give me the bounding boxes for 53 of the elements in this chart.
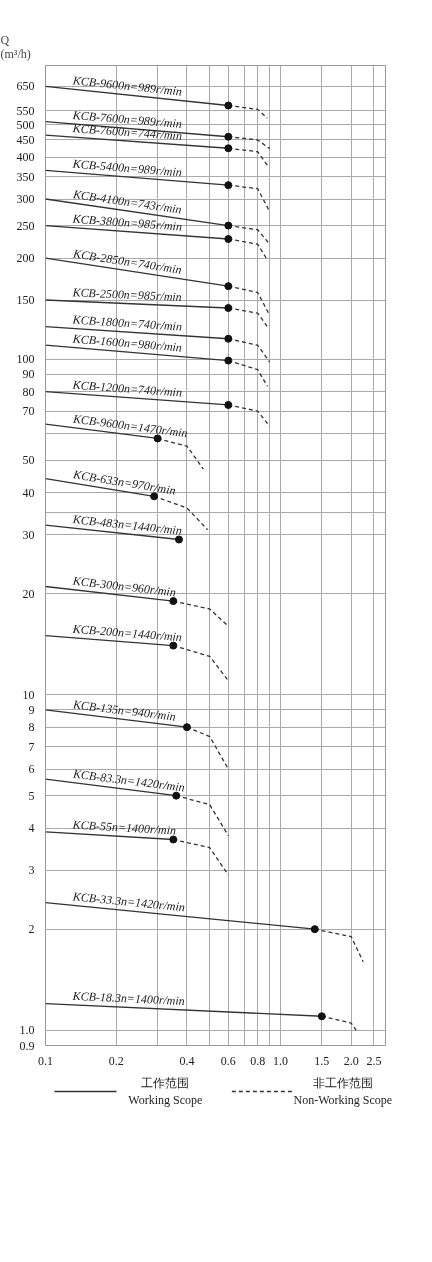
y-tick-label: 70 xyxy=(22,404,35,419)
y-tick-label: 50 xyxy=(22,453,35,468)
y-tick-label: 2 xyxy=(28,922,35,937)
y-tick-label: 9 xyxy=(28,702,35,717)
x-tick-label: 0.2 xyxy=(108,1053,124,1068)
y-tick-label: 6 xyxy=(28,762,35,777)
y-axis-title: Q (m³/h) xyxy=(0,32,31,61)
y-tick-label: 30 xyxy=(22,527,35,542)
text: KCB-9600n=989r/min xyxy=(71,73,183,99)
y-tick-label: 500 xyxy=(16,117,35,132)
y-tick-label: 3 xyxy=(28,863,35,878)
x-tick-label: 0.8 xyxy=(250,1053,266,1068)
series-label: KCB-2500n=985r/min xyxy=(71,285,183,304)
y-tick-label: 650 xyxy=(16,79,35,94)
y-tick-label: 4 xyxy=(28,821,35,836)
y-tick-label: 350 xyxy=(16,169,35,184)
text: KCB-33.3n=1420r/min xyxy=(71,889,186,915)
y-tick-label: 200 xyxy=(16,251,35,266)
y-tick-label: 0.9 xyxy=(19,1038,35,1053)
y-tick-label: 400 xyxy=(16,150,35,165)
series-label: KCB-1200n=740r/min xyxy=(71,377,183,400)
x-tick-label: 1.5 xyxy=(314,1053,330,1068)
y-tick-label: 80 xyxy=(22,384,35,399)
y-tick-label: 250 xyxy=(16,218,35,233)
text: KCB-300n=960r/min xyxy=(71,573,177,600)
text: 非工作范围 Non-Working Scope xyxy=(293,1076,393,1107)
y-tick-label: 150 xyxy=(16,293,35,308)
series-label: KCB-5400n=989r/min xyxy=(71,156,183,180)
x-tick-label: 0.4 xyxy=(179,1053,195,1068)
x-tick-label: 2.5 xyxy=(366,1053,382,1068)
y-tick-label: 450 xyxy=(16,132,35,147)
series-label: KCB-200n=1440r/min xyxy=(71,621,183,645)
y-tick-label: 8 xyxy=(28,720,35,735)
y-tick-label: 1.0 xyxy=(19,1023,35,1038)
y-tick-label: 90 xyxy=(22,367,35,382)
y-tick-label: 40 xyxy=(22,485,35,500)
series-label: KCB-18.3n=1400r/min xyxy=(71,988,186,1008)
series-label: KCB-1800n=740r/min xyxy=(71,312,183,334)
y-tick-label: 550 xyxy=(16,103,35,118)
y-tick-label: 10 xyxy=(22,687,35,702)
x-tick-label: 1.0 xyxy=(272,1053,288,1068)
text: 工作范围 Working Scope xyxy=(128,1076,203,1107)
x-tick-label: 0.1 xyxy=(38,1053,53,1068)
y-tick-label: 100 xyxy=(16,352,35,367)
series-label: KCB-55n=1400r/min xyxy=(71,817,177,838)
x-tick-label: 2.0 xyxy=(343,1053,359,1068)
y-tick-label: 5 xyxy=(28,788,35,803)
x-tick-label: 0.6 xyxy=(220,1053,236,1068)
y-tick-label: 7 xyxy=(28,739,35,754)
series-label: KCB-1600n=980r/min xyxy=(71,331,183,355)
y-tick-label: 300 xyxy=(16,192,35,207)
text: KCB-483n=1440r/min xyxy=(71,511,183,538)
y-tick-label: 20 xyxy=(22,586,35,601)
